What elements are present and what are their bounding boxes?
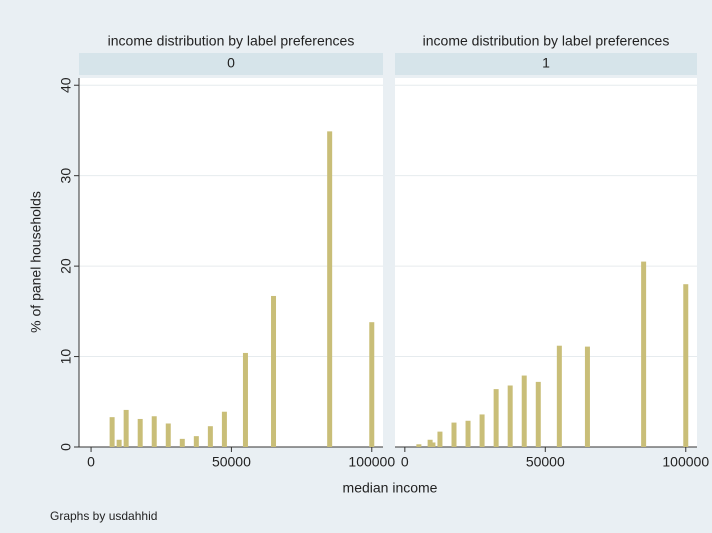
bar <box>437 431 443 447</box>
bar <box>221 411 227 447</box>
bar <box>165 423 171 447</box>
panel-subtitle: 0 <box>227 55 235 71</box>
bar <box>369 322 375 447</box>
bar <box>493 389 499 447</box>
y-tick-label: 30 <box>58 168 74 184</box>
x-axis-label: median income <box>343 480 438 496</box>
x-tick-label: 50000 <box>526 454 565 470</box>
panel-title: income distribution by label preferences <box>423 33 670 49</box>
y-tick-label: 0 <box>58 443 74 451</box>
bar <box>584 346 590 447</box>
bar <box>465 420 471 447</box>
y-tick-label: 10 <box>58 349 74 365</box>
bar <box>327 131 333 447</box>
y-axis-label: % of panel households <box>28 191 44 333</box>
x-tick-label: 0 <box>87 454 95 470</box>
bar <box>641 261 647 447</box>
bar <box>535 381 541 447</box>
plot-area <box>395 78 697 447</box>
bar <box>271 295 277 447</box>
bar <box>416 444 422 447</box>
panel-subtitle: 1 <box>542 55 550 71</box>
bar <box>430 442 436 447</box>
y-tick-label: 40 <box>58 77 74 93</box>
panel-title: income distribution by label preferences <box>108 33 355 49</box>
note: Graphs by usdahhid <box>50 509 157 523</box>
bar <box>207 426 213 447</box>
bar <box>179 438 185 447</box>
strip <box>395 53 697 75</box>
x-tick-label: 100000 <box>348 454 395 470</box>
x-tick-label: 0 <box>401 454 409 470</box>
bar <box>451 422 457 447</box>
bar <box>116 439 122 447</box>
bar <box>151 416 157 447</box>
x-tick-label: 100000 <box>662 454 709 470</box>
bar <box>427 439 433 447</box>
bar <box>556 345 562 447</box>
strip <box>79 53 383 75</box>
bar <box>683 284 689 447</box>
bar <box>479 414 485 447</box>
bar <box>123 409 129 447</box>
bar <box>242 352 248 447</box>
bar <box>521 375 527 447</box>
bar <box>137 418 143 447</box>
bar <box>507 385 513 447</box>
bar <box>109 417 115 447</box>
x-tick-label: 50000 <box>212 454 251 470</box>
plot-area <box>79 78 383 447</box>
bar <box>193 436 199 447</box>
y-tick-label: 20 <box>58 258 74 274</box>
